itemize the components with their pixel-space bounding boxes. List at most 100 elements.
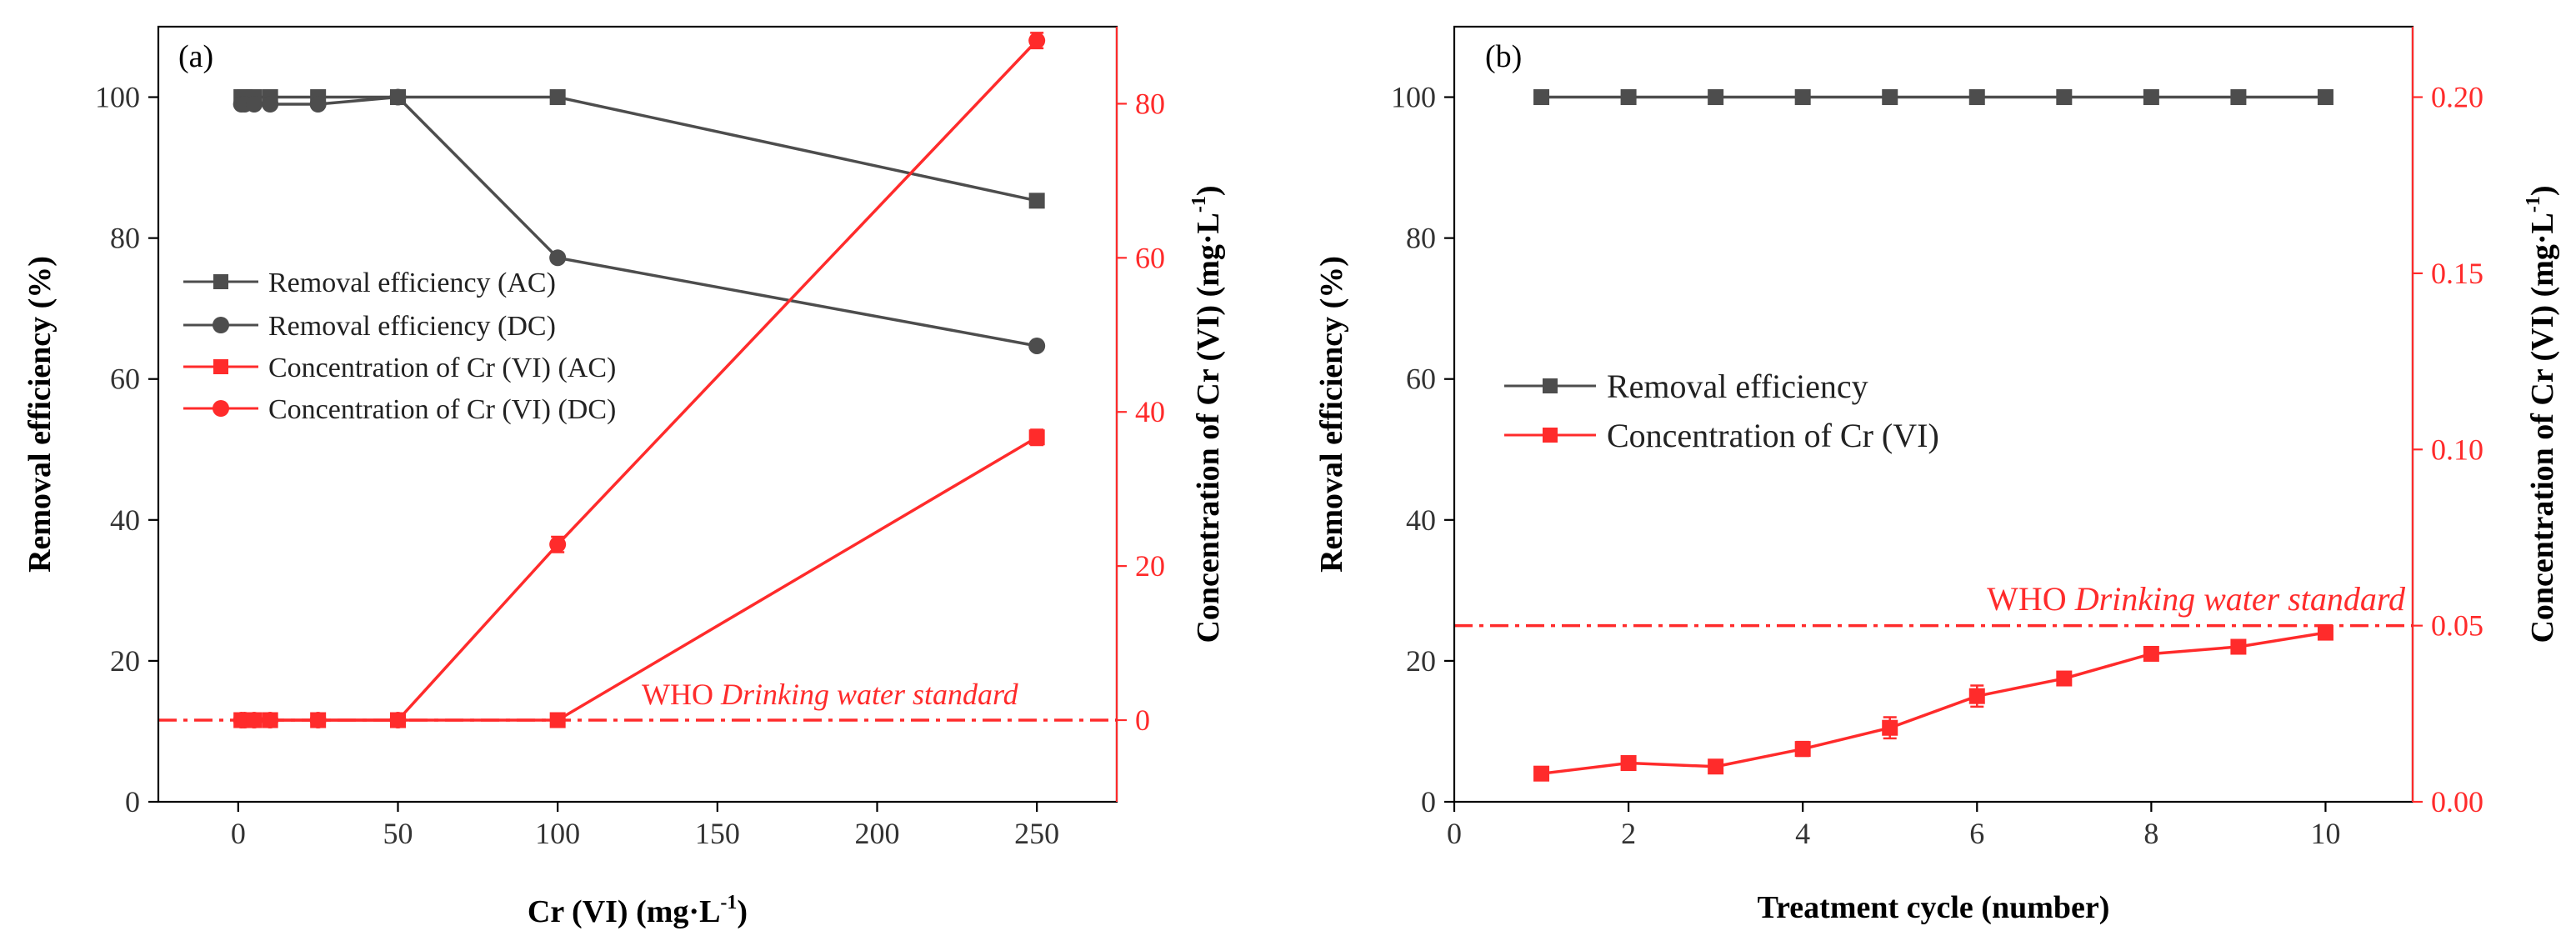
chart-b-x-tick-label: 6 [1969, 817, 1984, 850]
chart-a-left-y-tick-label: 40 [110, 503, 140, 537]
chart-b-series-1-point [1708, 758, 1724, 775]
legend-square-marker [1543, 378, 1558, 393]
chart-b-right-y-label: Concentration of Cr (VI) (mg·L-1) [2523, 185, 2560, 643]
chart-b-right-y-tick-label: 0.05 [2431, 609, 2483, 643]
chart-b-series-1-point [2230, 638, 2247, 655]
chart-b-right-y-tick-label: 0.10 [2431, 433, 2483, 466]
legend-label-removal-ac: Removal efficiency (AC) [268, 268, 556, 298]
chart-b-right-y-tick-label: 0.20 [2431, 81, 2483, 114]
chart-a-series-1-point [262, 96, 279, 113]
chart-a-series-3-point [262, 712, 279, 729]
chart-a-right-y-tick-label: 0 [1135, 703, 1150, 737]
chart-a-series-1-point [389, 88, 407, 106]
legend-circle-marker [213, 317, 229, 333]
chart-b-right-y-tick-label: 0.15 [2431, 257, 2483, 290]
chart-a-series-0-line [241, 95, 1038, 203]
chart-b-x-tick-label: 0 [1447, 817, 1462, 850]
chart-b-left-y-tick-label: 100 [1391, 81, 1436, 114]
chart-b-left-y-tick-label: 20 [1406, 644, 1436, 678]
chart-a-series-1-point [246, 96, 263, 113]
chart-a-series-2-point [549, 712, 566, 728]
chart-b-left-y-tick-label: 40 [1406, 503, 1436, 537]
legend-item-conc: Concentration of Cr (VI) [1504, 417, 1939, 454]
chart-b-legend: Removal efficiency Concentration of Cr (… [1504, 368, 1939, 454]
chart-a-series-0-point [1028, 193, 1045, 209]
legend-square-marker [213, 359, 228, 374]
chart-a-x-tick-label: 150 [695, 817, 740, 850]
chart-b-right-y-tick-label: 0.00 [2431, 785, 2483, 818]
chart-a-series-3-point [389, 712, 407, 729]
chart-a-series-1-point [309, 96, 327, 113]
chart-b-series-1-point [1620, 755, 1637, 771]
chart-a-series-2-point [1028, 429, 1045, 446]
chart-b-series-0-point [1794, 89, 1811, 106]
legend-label-conc: Concentration of Cr (VI) [1607, 417, 1939, 454]
chart-a-left-y-tick-label: 20 [110, 644, 140, 678]
chart-a-x-tick-label: 250 [1014, 817, 1059, 850]
chart-b-plot-layer [1454, 89, 2413, 782]
chart-b-series-0-point [1620, 89, 1637, 106]
chart-b-series-0-point [2056, 89, 2073, 106]
chart-a-right-y-tick-label: 60 [1135, 241, 1165, 274]
legend-label-removal: Removal efficiency [1607, 368, 1868, 405]
chart-a-right-y-label: Concentration of Cr (VI) (mg·L-1) [1188, 185, 1226, 643]
chart-a-left-y-tick-label: 0 [125, 785, 140, 818]
chart-b-x-tick-label: 10 [2310, 817, 2340, 850]
chart-b-left-y-label: Removal efficiency (%) [1314, 256, 1349, 573]
chart-b-series-1-point [2143, 645, 2159, 662]
chart-a-x-tick-label: 200 [855, 817, 900, 850]
legend-item-removal-ac: Removal efficiency (AC) [183, 268, 556, 298]
chart-a-series-3-point [549, 536, 567, 553]
chart-a-x-tick-label: 100 [535, 817, 580, 850]
chart-a-panel-label: (a) [178, 39, 213, 74]
legend-label-conc-ac: Concentration of Cr (VI) (AC) [268, 353, 616, 383]
legend-circle-marker [213, 400, 229, 417]
chart-b-series-1-point [2056, 670, 2073, 687]
chart-a-right-y-tick-label: 20 [1135, 549, 1165, 583]
legend-label-conc-dc: Concentration of Cr (VI) (DC) [268, 394, 616, 425]
legend-item-conc-ac: Concentration of Cr (VI) (AC) [183, 353, 616, 383]
chart-b-series-0-point [1533, 89, 1550, 106]
chart-b-left-y-tick-label: 0 [1421, 785, 1436, 818]
chart-b-series-1-point [1794, 741, 1811, 758]
chart-b-frame [1453, 25, 2414, 803]
chart-a-series-1-point [1028, 337, 1046, 354]
chart-b-x-tick-label: 8 [2143, 817, 2158, 850]
chart-panel-b: 0 2 4 6 8 100204060801000.000.050.100.150.20 … [1314, 25, 2560, 925]
legend-item-conc-dc: Concentration of Cr (VI) (DC) [183, 394, 616, 425]
chart-b-series-0-point [2230, 89, 2247, 106]
chart-panel-a: 0 50 100 150 200 250 0 20 40 60 80 100 0 20 40 60 80 (a)… [23, 25, 1226, 929]
chart-b-x-tick-label: 4 [1795, 817, 1810, 850]
chart-b-series-1-point [1533, 765, 1550, 782]
chart-a-x-axis-label: Cr (VI) (mg·L-1) [528, 892, 748, 929]
chart-a-series-3-point [246, 712, 263, 729]
chart-a-series-3-point [309, 712, 327, 729]
chart-a-plot-layer [158, 32, 1117, 729]
chart-b-series-1-line [1541, 631, 2326, 775]
chart-b-series-1-point [1968, 688, 1985, 704]
chart-b-left-y-tick-label: 80 [1406, 222, 1436, 255]
chart-a-x-tick-label: 50 [383, 817, 413, 850]
chart-a-left-y-label: Removal efficiency (%) [23, 256, 58, 573]
chart-b-x-axis-label: Treatment cycle (number) [1758, 890, 2110, 925]
chart-a-x-tick-label: 0 [231, 817, 246, 850]
chart-a-right-y-tick-label: 40 [1135, 395, 1165, 428]
chart-b-left-y-tick-label: 60 [1406, 363, 1436, 396]
chart-b-panel-label: (b) [1485, 39, 1522, 74]
chart-a-right-y-tick-label: 80 [1135, 87, 1165, 120]
chart-b-series-1-point [2317, 624, 2333, 641]
chart-a-left-y-tick-label: 60 [110, 363, 140, 396]
legend-item-removal: Removal efficiency [1504, 368, 1868, 405]
legend-label-removal-dc: Removal efficiency (DC) [268, 311, 556, 342]
chart-a-ticks: 0 50 100 150 200 250 0 20 40 60 80 100 0 20 40 60 80 [95, 81, 1165, 850]
chart-b-series-0-point [2317, 89, 2333, 106]
chart-b-series-1-point [1882, 719, 1898, 736]
chart-a-series-0-point [549, 89, 566, 106]
chart-a-left-y-tick-label: 100 [95, 81, 140, 114]
chart-a-series-1-line [241, 95, 1038, 348]
chart-a-legend: Removal efficiency (AC) Removal efficien… [183, 268, 616, 425]
chart-b-x-tick-label: 2 [1621, 817, 1636, 850]
chart-b-series-0-point [1882, 89, 1898, 106]
